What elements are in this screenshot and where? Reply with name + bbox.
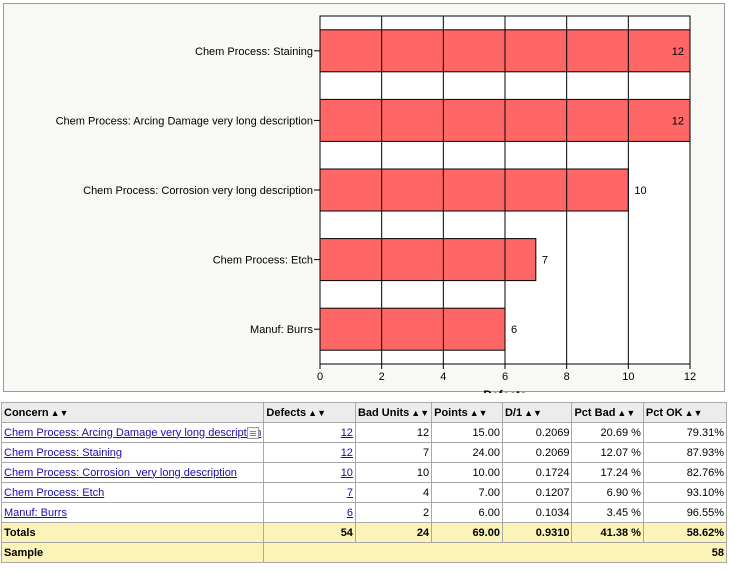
category-label: Chem Process: Etch bbox=[213, 255, 313, 267]
category-label: Chem Process: Staining bbox=[195, 46, 313, 58]
bar-chart: Chem Process: Staining Chem Process: Arci… bbox=[56, 15, 696, 393]
sample-label: Sample bbox=[0, 542, 265, 563]
category-label: Chem Process: Arcing Damage very long de… bbox=[56, 115, 313, 127]
x-tick-label: 12 bbox=[684, 371, 696, 383]
pct-bad-cell: 20.69 % bbox=[571, 422, 644, 443]
x-tick-label: 2 bbox=[379, 371, 385, 383]
sort-icon[interactable]: ▲▼ bbox=[469, 407, 488, 418]
sort-icon[interactable]: ▲▼ bbox=[411, 407, 430, 418]
pct-bad-cell: 6.90 % bbox=[571, 482, 644, 503]
totals-row: Totals 54 24 69.00 0.9310 41.38 % 58.62% bbox=[0, 522, 728, 543]
sort-icon[interactable]: ▲▼ bbox=[684, 407, 703, 418]
points-cell: 10.00 bbox=[431, 462, 503, 483]
totals-pct-bad: 41.38 % bbox=[571, 522, 644, 543]
col-header-bad-units[interactable]: Bad Units ▲▼ bbox=[354, 402, 433, 423]
category-label: Manuf: Burrs bbox=[250, 324, 313, 336]
pct-bad-cell: 12.07 % bbox=[571, 442, 644, 463]
points-cell: 15.00 bbox=[431, 422, 503, 443]
bad-units-cell: 12 bbox=[354, 422, 433, 443]
sample-row: Sample 58 bbox=[0, 542, 727, 563]
data-label: 6 bbox=[511, 324, 517, 336]
sort-icon[interactable]: ▲▼ bbox=[50, 407, 69, 418]
col-header-pct-bad[interactable]: Pct Bad ▲▼ bbox=[571, 402, 644, 423]
x-tick-label: 4 bbox=[440, 371, 446, 383]
x-tick-label: 0 bbox=[317, 371, 323, 383]
col-header-pct-ok[interactable]: Pct OK ▲▼ bbox=[642, 402, 728, 423]
data-label: 10 bbox=[634, 185, 646, 197]
concern-link[interactable]: Chem Process: Arcing Damage very long de… bbox=[4, 426, 262, 439]
table-row: Manuf: Burrs 6 2 6.00 0.1034 3.45 % 96.5… bbox=[0, 502, 728, 523]
pct-ok-cell: 82.76% bbox=[642, 462, 728, 483]
chart-panel: Chem Process: Staining Chem Process: Arci… bbox=[3, 3, 725, 393]
table-row: Chem Process: Arcing Damage very long de… bbox=[0, 422, 728, 443]
d1-cell: 0.1724 bbox=[501, 462, 573, 483]
d1-cell: 0.2069 bbox=[501, 442, 573, 463]
pct-ok-cell: 87.93% bbox=[642, 442, 728, 463]
bad-units-cell: 10 bbox=[354, 462, 433, 483]
bar bbox=[319, 307, 506, 351]
data-label: 12 bbox=[672, 46, 684, 58]
totals-defects: 54 bbox=[263, 522, 356, 543]
defects-link[interactable]: 12 bbox=[340, 426, 353, 439]
defects-link[interactable]: 7 bbox=[346, 486, 353, 499]
table-row: Chem Process: Corrosion very long descri… bbox=[0, 462, 728, 483]
concern-link[interactable]: Chem Process: Corrosion very long descri… bbox=[4, 466, 237, 479]
concern-link[interactable]: Chem Process: Etch bbox=[4, 486, 105, 499]
table-row: Chem Process: Etch 7 4 7.00 0.1207 6.90 … bbox=[0, 482, 728, 503]
pct-ok-cell: 96.55% bbox=[642, 502, 728, 523]
pct-ok-cell: 79.31% bbox=[642, 422, 728, 443]
defects-link[interactable]: 12 bbox=[340, 446, 353, 459]
bad-units-cell: 2 bbox=[354, 502, 433, 523]
table-header-row: Concern ▲▼ Defects ▲▼ Bad Units ▲▼ Points ▲▼… bbox=[0, 402, 728, 423]
totals-pct-ok: 58.62% bbox=[642, 522, 728, 543]
sort-icon[interactable]: ▲▼ bbox=[308, 407, 326, 418]
data-label: 7 bbox=[542, 255, 548, 267]
x-tick-label: 8 bbox=[564, 371, 570, 383]
sort-icon[interactable]: ▲▼ bbox=[617, 407, 636, 418]
totals-d1: 0.9310 bbox=[501, 522, 573, 543]
pct-bad-cell: 17.24 % bbox=[571, 462, 644, 483]
pct-bad-cell: 3.45 % bbox=[571, 502, 644, 523]
sort-icon[interactable]: ▲▼ bbox=[524, 407, 542, 418]
bar bbox=[319, 168, 629, 212]
col-header-concern[interactable]: Concern ▲▼ bbox=[0, 402, 265, 423]
totals-points: 69.00 bbox=[431, 522, 503, 543]
points-cell: 6.00 bbox=[431, 502, 503, 523]
d1-cell: 0.1034 bbox=[501, 502, 573, 523]
sample-value: 58 bbox=[263, 542, 727, 563]
data-label: 12 bbox=[672, 115, 684, 127]
col-header-points[interactable]: Points ▲▼ bbox=[431, 402, 503, 423]
note-icon[interactable] bbox=[247, 427, 260, 439]
defects-link[interactable]: 10 bbox=[340, 466, 353, 479]
x-tick-label: 6 bbox=[502, 371, 508, 383]
table-row: Chem Process: Staining 12 7 24.00 0.2069… bbox=[0, 442, 728, 463]
col-header-defects[interactable]: Defects ▲▼ bbox=[263, 402, 356, 423]
d1-cell: 0.1207 bbox=[501, 482, 573, 503]
bad-units-cell: 4 bbox=[354, 482, 433, 503]
totals-bad-units: 24 bbox=[354, 522, 433, 543]
defects-link[interactable]: 6 bbox=[346, 506, 353, 519]
points-cell: 24.00 bbox=[431, 442, 503, 463]
concern-link[interactable]: Manuf: Burrs bbox=[4, 506, 67, 519]
col-header-d1[interactable]: D/1 ▲▼ bbox=[501, 402, 573, 423]
d1-cell: 0.2069 bbox=[501, 422, 573, 443]
totals-label: Totals bbox=[0, 522, 265, 543]
points-cell: 7.00 bbox=[431, 482, 503, 503]
bar bbox=[319, 238, 537, 282]
concern-link[interactable]: Chem Process: Staining bbox=[4, 446, 122, 459]
x-axis-title: Defects bbox=[483, 388, 527, 393]
category-label: Chem Process: Corrosion very long descri… bbox=[83, 185, 313, 197]
x-tick-label: 10 bbox=[622, 371, 634, 383]
pct-ok-cell: 93.10% bbox=[642, 482, 728, 503]
defects-table: Concern ▲▼ Defects ▲▼ Bad Units ▲▼ Points ▲▼… bbox=[0, 402, 728, 563]
bad-units-cell: 7 bbox=[354, 442, 433, 463]
